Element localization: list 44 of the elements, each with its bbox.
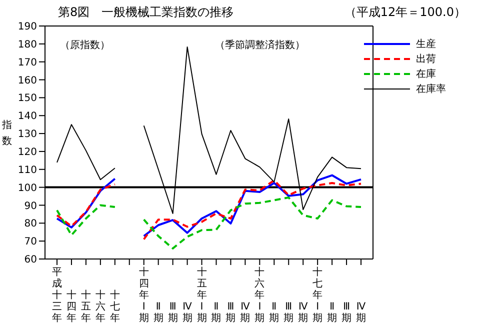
- annotation: （季節調整済指数）: [215, 38, 305, 52]
- legend-label: 生産: [416, 38, 436, 50]
- y-tick-label: 120: [18, 147, 37, 158]
- y-tick-label: 90: [24, 200, 37, 212]
- y-tick-label: 180: [18, 39, 37, 50]
- x-tick-label: Ⅲ期: [284, 302, 294, 324]
- y-tick-label: 160: [18, 75, 37, 86]
- x-tick-label: Ⅱ期: [153, 302, 164, 324]
- legend-label: 在庫率: [416, 82, 446, 96]
- y-axis-title: 指数: [2, 118, 13, 149]
- x-tick-label: Ⅱ期: [211, 302, 222, 324]
- x-tick-label: 十六年: [95, 289, 106, 324]
- x-tick-label: 十七年: [110, 289, 120, 324]
- legend-label: 在庫: [416, 68, 436, 80]
- annotation: （原指数）: [60, 38, 110, 52]
- x-tick-label: Ⅲ期: [226, 302, 236, 324]
- y-tick-label: 80: [24, 218, 37, 230]
- y-tick-label: 70: [24, 236, 37, 248]
- y-tick-label: 190: [18, 22, 37, 33]
- x-tick-label: 十六年Ⅰ期: [254, 266, 265, 324]
- y-tick-label: 100: [18, 182, 37, 194]
- y-tick-label: 140: [18, 111, 37, 122]
- x-tick-label: Ⅳ期: [356, 302, 366, 324]
- x-tick-label: Ⅱ期: [269, 302, 280, 324]
- x-tick-label: 平成十三年: [52, 267, 62, 324]
- x-tick-label: 十五年Ⅰ期: [196, 266, 207, 324]
- y-tick-label: 130: [18, 129, 37, 140]
- chart-title: 第8図 一般機械工業指数の推移: [58, 4, 234, 21]
- y-tick-label: 170: [18, 57, 37, 68]
- x-tick-label: Ⅳ期: [298, 302, 308, 324]
- x-tick-label: Ⅳ期: [182, 302, 193, 324]
- x-tick-label: 十七年Ⅰ期: [312, 266, 323, 324]
- x-tick-label: Ⅲ期: [168, 302, 178, 324]
- x-tick-label: Ⅲ期: [342, 302, 352, 324]
- x-tick-label: Ⅳ期: [240, 302, 251, 324]
- y-tick-label: 60: [24, 254, 37, 266]
- text: （平成12年＝100.0）: [344, 4, 466, 21]
- x-tick-label: 十五年: [80, 289, 91, 324]
- y-tick-label: 150: [18, 93, 37, 104]
- y-tick-label: 110: [18, 164, 37, 176]
- x-tick-label: 十四年: [66, 289, 76, 324]
- x-tick-label: 十四年Ⅰ期: [138, 266, 149, 324]
- legend-label: 出荷: [416, 52, 436, 66]
- x-tick-label: Ⅱ期: [327, 302, 338, 324]
